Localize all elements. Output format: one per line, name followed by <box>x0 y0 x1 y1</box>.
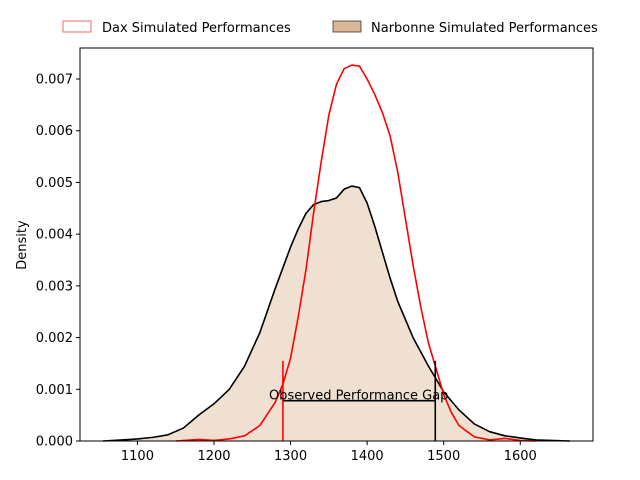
legend-swatch-dax <box>62 20 92 33</box>
annotation-observed-performance-gap: Observed Performance Gap <box>269 389 448 404</box>
y-tick-label: 0.002 <box>36 331 73 346</box>
series-fill-narbonne <box>102 186 571 441</box>
x-tick-label: 1300 <box>274 449 307 464</box>
series-line-narbonne <box>102 185 571 442</box>
y-axis: 0.000 0.001 0.002 0.003 0.004 0.005 0.006 0.007 <box>36 73 80 450</box>
y-axis-label: Density <box>15 220 30 270</box>
plot-area: Observed Performance Gap <box>79 47 594 442</box>
y-tick-label: 0.000 <box>36 435 73 450</box>
y-tick-label: 0.007 <box>36 73 73 88</box>
x-tick-label: 1200 <box>197 449 230 464</box>
series-fill-dax <box>176 65 536 441</box>
y-tick-label: 0.005 <box>36 176 73 191</box>
y-tick-label: 0.003 <box>36 279 73 294</box>
legend: Dax Simulated Performances Narbonne Simu… <box>62 20 598 36</box>
series-line-dax <box>175 64 536 442</box>
x-axis: 1100 1200 1300 1400 1500 1600 <box>121 441 537 464</box>
y-tick-label: 0.001 <box>36 383 73 398</box>
y-tick-label: 0.006 <box>36 124 73 139</box>
y-tick-label: 0.004 <box>36 228 73 243</box>
series-layer <box>102 64 571 442</box>
x-tick-label: 1600 <box>504 449 537 464</box>
legend-swatch-narbonne <box>332 20 362 33</box>
x-tick-label: 1500 <box>427 449 460 464</box>
legend-label-narbonne: Narbonne Simulated Performances <box>371 21 598 36</box>
x-tick-label: 1400 <box>351 449 384 464</box>
legend-label-dax: Dax Simulated Performances <box>102 21 291 36</box>
x-tick-label: 1100 <box>121 449 154 464</box>
annotation-layer: Observed Performance Gap <box>269 360 448 441</box>
plot-frame <box>79 47 594 442</box>
